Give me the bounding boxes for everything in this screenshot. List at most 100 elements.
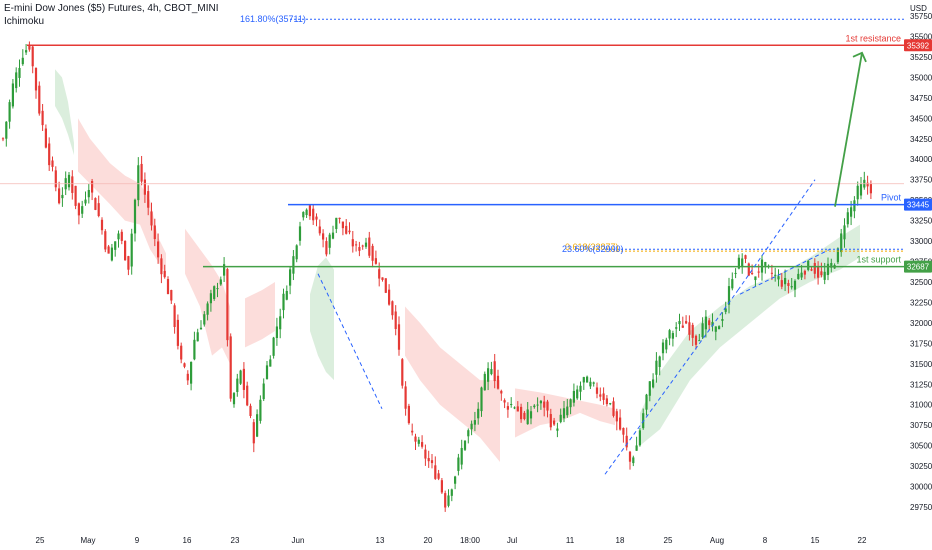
candle xyxy=(470,420,473,436)
candle xyxy=(510,397,513,408)
candle xyxy=(536,397,539,413)
candle xyxy=(457,453,460,476)
candle xyxy=(137,157,140,207)
candle xyxy=(685,315,688,325)
candle xyxy=(114,241,117,257)
candle xyxy=(147,185,150,216)
candle xyxy=(787,279,790,294)
target-arrow xyxy=(834,51,867,207)
candle xyxy=(275,317,278,346)
candle xyxy=(110,243,113,262)
ichimoku-cloud xyxy=(55,69,860,462)
candle xyxy=(338,217,341,224)
candle xyxy=(595,382,599,399)
support-badge-text: 32687 xyxy=(907,263,930,272)
candle xyxy=(460,439,463,470)
pivot-badge xyxy=(904,198,932,211)
candle xyxy=(777,269,780,287)
candle xyxy=(546,399,549,418)
y-tick-label: 31500 xyxy=(910,360,932,369)
candle xyxy=(38,81,41,116)
candle xyxy=(463,440,467,451)
candle xyxy=(645,393,648,416)
candle xyxy=(239,369,242,386)
candle xyxy=(496,369,500,390)
candle xyxy=(328,232,331,255)
candle xyxy=(256,409,259,438)
candle xyxy=(668,328,671,346)
candle xyxy=(361,244,364,250)
currency-label: USD xyxy=(910,4,927,13)
candle xyxy=(853,196,856,219)
candle xyxy=(331,225,335,240)
resistance-badge xyxy=(904,39,932,52)
candle xyxy=(549,408,552,431)
candle xyxy=(394,305,397,336)
x-tick-label: Aug xyxy=(710,536,724,545)
candle xyxy=(21,49,24,66)
candle xyxy=(797,268,800,280)
candle xyxy=(513,406,516,410)
candle xyxy=(599,387,602,402)
candle xyxy=(790,278,793,290)
candle xyxy=(193,331,196,361)
candle xyxy=(368,231,371,258)
candle xyxy=(246,381,249,407)
candle xyxy=(401,358,404,389)
candle xyxy=(592,381,595,387)
candle xyxy=(341,221,344,236)
y-tick-label: 34500 xyxy=(910,114,932,123)
candle xyxy=(826,257,830,281)
chart-title: E-mini Dow Jones ($5) Futures, 4h, CBOT_… xyxy=(4,3,219,14)
candle xyxy=(312,204,315,225)
candle xyxy=(259,395,262,424)
candle xyxy=(180,342,183,364)
candle xyxy=(727,277,731,314)
candle xyxy=(526,401,529,425)
candle xyxy=(203,311,206,327)
candle xyxy=(190,361,193,391)
candle xyxy=(586,375,589,383)
candle xyxy=(364,237,368,249)
candle xyxy=(665,337,668,354)
candle xyxy=(718,325,721,330)
y-tick-label: 33000 xyxy=(910,237,932,246)
candle xyxy=(236,373,239,397)
y-tick-label: 30250 xyxy=(910,462,932,471)
candle xyxy=(325,237,328,257)
y-tick-label: 33250 xyxy=(910,217,932,226)
candle xyxy=(671,330,674,347)
candle xyxy=(242,362,245,399)
candle xyxy=(104,229,107,253)
candle xyxy=(454,475,457,490)
fib-23-label: 23.60%(32900) xyxy=(562,244,624,254)
candle xyxy=(34,67,38,99)
candle xyxy=(493,353,496,389)
cloud-segment xyxy=(78,118,166,274)
candle xyxy=(635,436,638,451)
trendline-2 xyxy=(604,289,739,475)
candle xyxy=(404,381,407,416)
candle xyxy=(440,478,443,494)
candle xyxy=(559,408,562,424)
candle xyxy=(150,202,153,231)
x-tick-label: 18 xyxy=(616,536,625,545)
candle xyxy=(8,99,11,129)
candle xyxy=(374,250,377,265)
candle xyxy=(576,385,579,400)
cloud-segment xyxy=(245,281,275,348)
candle xyxy=(566,399,569,418)
candle xyxy=(28,41,31,52)
candle xyxy=(407,403,410,425)
candle xyxy=(840,228,843,257)
candle xyxy=(473,411,476,432)
y-tick-label: 31250 xyxy=(910,380,932,389)
candle xyxy=(480,386,483,417)
candle xyxy=(285,285,288,301)
indicator-label[interactable]: Ichimoku xyxy=(4,16,45,27)
candles xyxy=(1,41,872,512)
fib-0618-label: 0.618(32877) xyxy=(565,242,619,252)
candle xyxy=(302,211,305,221)
